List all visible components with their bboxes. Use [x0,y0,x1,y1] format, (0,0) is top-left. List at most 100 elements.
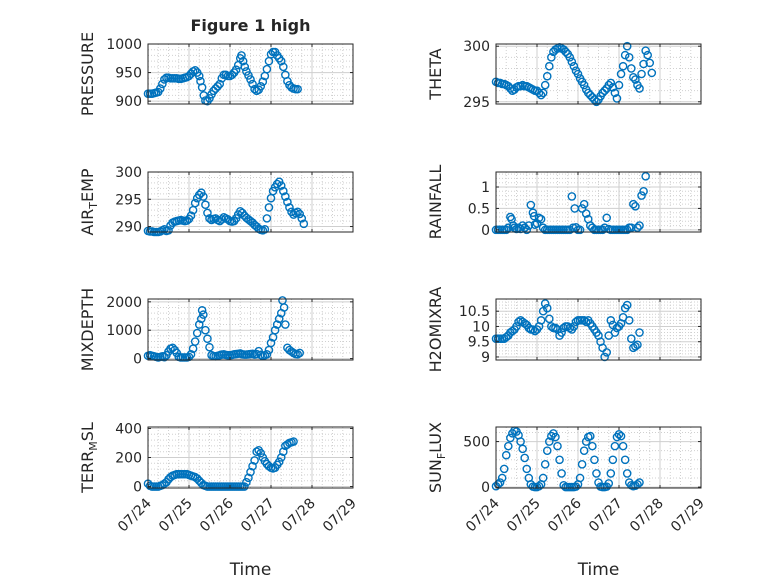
data-point [266,338,276,348]
data-point [538,473,548,483]
data-point [545,61,554,71]
data-point [205,342,214,352]
data-point [534,481,544,491]
y-axis-label: MIXDEPTH [78,288,97,371]
data-point [194,190,204,200]
y-axis-label: THETA [426,48,445,100]
data-point [540,299,550,308]
x-tick-label: 07/28 [279,496,319,536]
data-point [264,203,274,212]
data-point [639,186,648,196]
data-point [237,51,246,60]
data-point [641,171,650,181]
data-point [565,53,575,62]
data-point [529,211,539,221]
data-point [553,441,562,451]
data-point [182,216,192,225]
series-points [143,437,298,491]
data-point [240,482,249,491]
data-point [186,211,196,220]
data-point [242,477,251,487]
data-point [614,429,624,439]
data-point [555,455,564,465]
data-point [155,84,165,93]
data-point [604,80,614,90]
data-point [240,62,250,72]
data-point [534,88,544,98]
data-point [522,464,532,474]
data-point [639,59,648,69]
data-point [506,84,515,93]
data-point [238,56,248,66]
data-point [262,214,272,223]
data-point [561,47,571,57]
data-point [520,223,530,233]
axes-frame [147,171,354,233]
data-point [217,215,227,224]
data-point [616,69,626,79]
data-point [201,325,210,335]
data-point [276,181,286,190]
y-tick-label: 10 [472,319,490,335]
data-point [643,50,653,60]
data-point [588,441,597,451]
data-point [575,473,585,483]
data-point [641,46,650,55]
data-point [258,77,268,87]
data-point [635,478,644,487]
data-point [514,317,523,327]
y-axis-label: H2OMIXRA [426,287,445,373]
axes-frame [495,171,702,233]
data-point [627,334,636,343]
y-tick-label: 9 [481,350,490,366]
data-point [542,303,552,313]
subplot-pressure: 900 950 1000 PRESSURE Figure 1 high [78,16,354,116]
x-tick-label: 07/25 [504,496,544,536]
data-point [616,431,626,441]
data-point [542,71,552,81]
data-point [622,41,632,51]
data-point [278,447,288,456]
series-points [143,177,309,237]
y-tick-label: 295 [463,95,490,111]
data-point [545,437,554,446]
x-tick-label: 07/28 [627,496,667,536]
data-point [278,62,288,72]
data-point [635,221,644,230]
y-tick-label: 9.5 [468,335,490,351]
data-point [633,340,642,350]
data-point [536,214,546,224]
data-point [518,444,527,454]
y-axis-label: PRESSURE [78,32,97,116]
data-point [274,314,284,324]
data-point [620,455,630,465]
data-point [497,473,507,483]
data-point [262,350,272,359]
data-point [223,215,233,224]
data-point [203,334,212,344]
data-point [160,352,169,362]
data-point [524,221,534,230]
data-point [606,469,616,478]
data-point [285,203,294,212]
data-point [246,467,255,477]
data-point [610,88,620,98]
subplot-mixdepth: 0 1000 2000 MIXDEPTH [78,288,354,371]
data-point [297,214,307,223]
y-tick-label: 0.5 [468,201,490,217]
series-points [143,47,302,106]
y-tick-label: 200 [115,451,142,467]
figure-title: Figure 1 high [191,16,311,35]
y-axis-label: TERRMSL [78,422,100,494]
data-point [270,325,280,335]
data-point [631,341,640,351]
data-point [606,78,616,88]
data-point [581,317,591,327]
x-tick-label: 07/27 [238,496,278,536]
x-tick-label: 07/29 [320,496,360,536]
data-point [618,61,628,71]
y-tick-label: 1 [481,180,490,196]
data-point [276,56,286,66]
data-point [624,316,634,325]
